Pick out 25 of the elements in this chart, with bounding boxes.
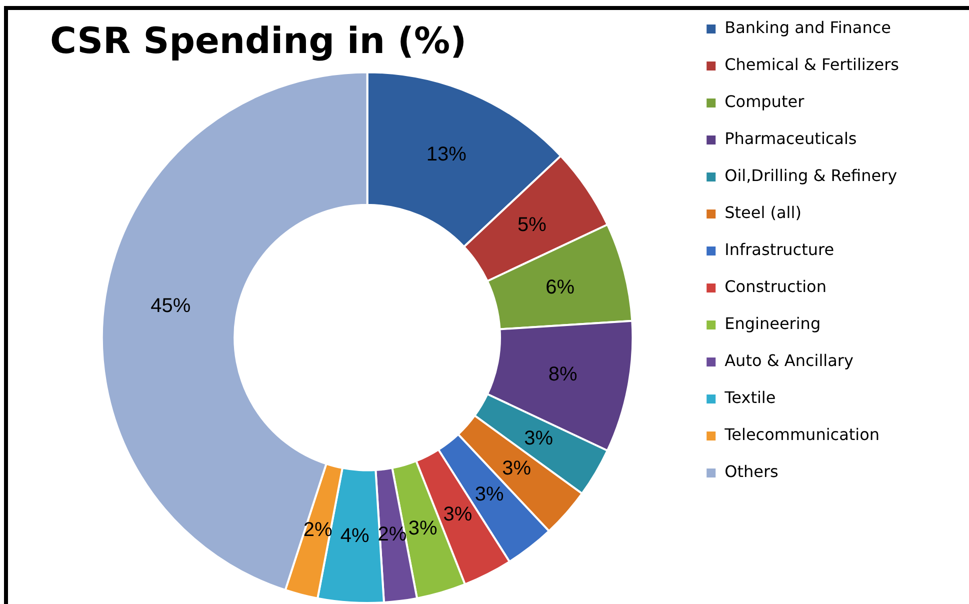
legend-label: Oil,Drilling & Refinery (724, 166, 898, 186)
data-label: 3% (474, 483, 504, 506)
data-label: 3% (502, 458, 532, 480)
data-label: 3% (524, 427, 554, 450)
legend-label: Infrastructure (724, 240, 834, 260)
chart-title: CSR Spending in (%) (50, 20, 467, 62)
legend-label: Auto & Ancillary (724, 351, 854, 370)
legend-label: Textile (724, 388, 776, 408)
legend-label: Steel (all) (724, 203, 802, 222)
legend-label: Construction (724, 277, 826, 296)
legend-label: Telecommunication (724, 425, 880, 444)
legend-label: Chemical & Fertilizers (724, 55, 900, 74)
data-label: 3% (443, 503, 472, 526)
data-label: 5% (517, 214, 547, 236)
legend-label: Computer (724, 92, 805, 112)
data-label: 8% (548, 363, 578, 386)
data-label: 3% (408, 517, 438, 540)
data-label: 6% (546, 276, 575, 299)
legend-label: Pharmaceuticals (724, 129, 857, 148)
data-label: 13% (426, 143, 467, 166)
data-label: 45% (150, 294, 191, 317)
legend-label: Banking and Finance (724, 18, 892, 38)
data-label: 4% (340, 524, 370, 547)
legend-label: Engineering (724, 314, 821, 334)
legend-label: Others (724, 462, 778, 482)
